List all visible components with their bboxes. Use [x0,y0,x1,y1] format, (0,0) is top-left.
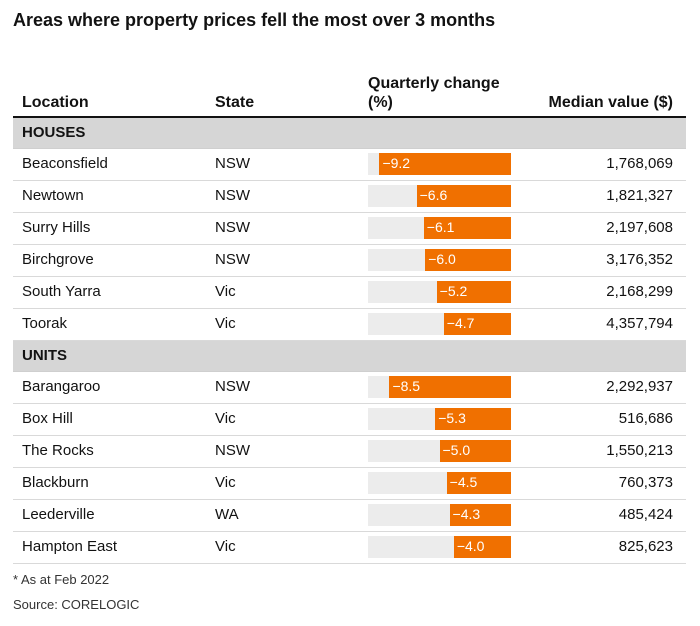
change-bar: −8.5 [389,376,511,398]
median-value-cell: 3,176,352 [606,251,673,268]
state-cell: WA [215,506,239,523]
change-bar: −6.0 [425,249,511,271]
bar-track: −5.3 [368,408,511,430]
data-table: Location State Quarterly change (%) Medi… [13,60,686,564]
change-label: −5.3 [438,410,466,426]
change-label: −4.3 [452,506,481,522]
change-label: −4.7 [446,315,475,331]
table-row: Box Hill Vic −5.3 516,686 [13,404,686,436]
median-value-cell: 516,686 [618,410,673,427]
change-label: −6.0 [428,251,456,267]
change-label: −5.0 [442,442,471,458]
table-row: Barangaroo NSW −8.5 2,292,937 [13,372,686,404]
location-cell: South Yarra [22,283,101,300]
section-label: UNITS [22,347,67,364]
location-cell: Birchgrove [22,251,94,268]
median-value-cell: 825,623 [618,538,673,555]
bar-track: −4.7 [368,313,511,335]
table-row: The Rocks NSW −5.0 1,550,213 [13,436,686,468]
change-label: −6.6 [419,187,448,203]
bar-track: −6.1 [368,217,511,239]
table-header: Location State Quarterly change (%) Medi… [13,60,686,118]
change-label: −9.2 [382,155,411,171]
section-header: HOUSES [13,118,686,149]
section-label: HOUSES [22,124,86,141]
bar-track: −6.0 [368,249,511,271]
change-label: −5.2 [439,283,468,299]
change-bar: −5.3 [435,408,511,430]
state-cell: Vic [215,315,236,332]
table-row: Hampton East Vic −4.0 825,623 [13,532,686,564]
chart-title: Areas where property prices fell the mos… [13,10,496,30]
bar-track: −6.6 [368,185,511,207]
change-label: −4.5 [449,474,478,490]
location-cell: The Rocks [22,442,94,459]
bar-track: −5.0 [368,440,511,462]
change-bar: −5.2 [436,281,511,303]
change-bar: −6.1 [423,217,511,239]
median-value-cell: 2,168,299 [606,283,673,300]
table-row: Beaconsfield NSW −9.2 1,768,069 [13,149,686,181]
table-row: Blackburn Vic −4.5 760,373 [13,468,686,500]
state-cell: Vic [215,538,236,555]
location-cell: Hampton East [22,538,118,555]
header-state: State [215,94,255,111]
table-row: Surry Hills NSW −6.1 2,197,608 [13,213,686,245]
location-cell: Beaconsfield [22,155,108,172]
state-cell: Vic [215,410,236,427]
location-cell: Newtown [22,187,84,204]
change-bar: −4.5 [446,472,511,494]
location-cell: Surry Hills [22,219,91,236]
location-cell: Box Hill [22,410,73,427]
change-bar: −9.2 [379,153,511,175]
median-value-cell: 760,373 [618,474,673,491]
table-row: Toorak Vic −4.7 4,357,794 [13,309,686,341]
state-cell: Vic [215,474,236,491]
change-label: −4.0 [456,538,485,554]
median-value-cell: 1,768,069 [606,155,673,172]
source-note: Source: CORELOGIC [13,597,140,612]
bar-track: −4.0 [368,536,511,558]
table-row: Birchgrove NSW −6.0 3,176,352 [13,245,686,277]
header-location: Location [22,94,89,111]
state-cell: NSW [215,251,250,268]
table-body: HOUSES Beaconsfield NSW −9.2 1,768,069 Newtow… [13,118,686,564]
state-cell: NSW [215,442,250,459]
change-bar: −6.6 [416,185,511,207]
header-median-value: Median value ($) [548,94,673,111]
bar-track: −5.2 [368,281,511,303]
bar-track: −4.3 [368,504,511,526]
bar-track: −4.5 [368,472,511,494]
change-bar: −4.0 [453,536,511,558]
location-cell: Blackburn [22,474,89,491]
change-bar: −5.0 [439,440,511,462]
median-value-cell: 2,197,608 [606,219,673,236]
location-cell: Barangaroo [22,378,101,395]
bar-track: −9.2 [368,153,511,175]
state-cell: NSW [215,378,250,395]
table-row: Leederville WA −4.3 485,424 [13,500,686,532]
change-bar: −4.7 [443,313,511,335]
location-cell: Toorak [22,315,68,332]
change-label: −8.5 [392,378,421,394]
bar-track: −8.5 [368,376,511,398]
median-value-cell: 2,292,937 [606,378,673,395]
table-row: South Yarra Vic −5.2 2,168,299 [13,277,686,309]
median-value-cell: 1,550,213 [606,442,673,459]
header-quarterly-change: Quarterly change (%) [368,75,500,111]
section-header: UNITS [13,341,686,372]
median-value-cell: 4,357,794 [606,315,673,332]
state-cell: NSW [215,155,250,172]
change-bar: −4.3 [449,504,511,526]
location-cell: Leederville [22,506,95,523]
table-row: Newtown NSW −6.6 1,821,327 [13,181,686,213]
state-cell: NSW [215,187,250,204]
state-cell: NSW [215,219,250,236]
median-value-cell: 485,424 [618,506,673,523]
median-value-cell: 1,821,327 [606,187,673,204]
change-label: −6.1 [426,219,455,235]
state-cell: Vic [215,283,236,300]
footnote: * As at Feb 2022 [13,572,110,587]
